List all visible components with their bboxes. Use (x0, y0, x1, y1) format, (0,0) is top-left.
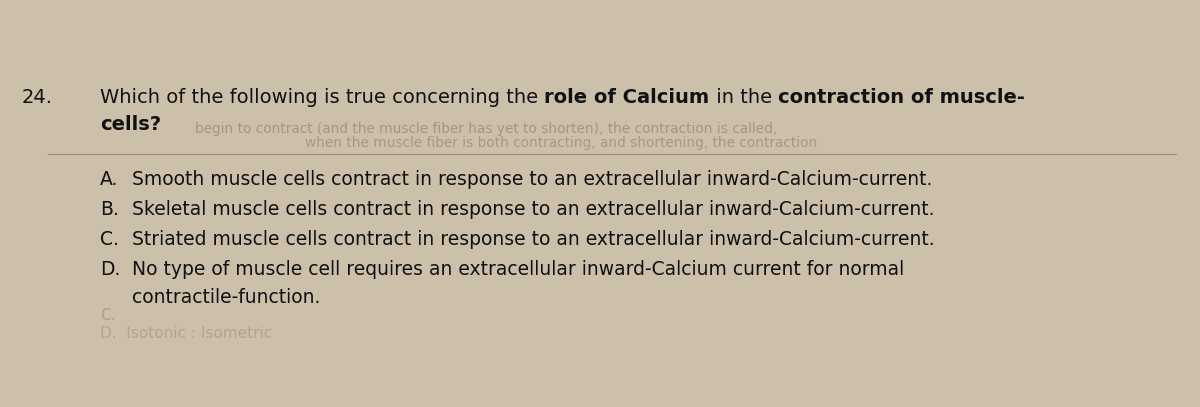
Text: begin to contract (and the muscle fiber has yet to shorten), the contraction is : begin to contract (and the muscle fiber … (194, 122, 778, 136)
Text: 24.: 24. (22, 88, 53, 107)
Text: C.: C. (100, 230, 119, 249)
Text: C.: C. (100, 308, 115, 323)
Text: contractile-function.: contractile-function. (132, 288, 320, 307)
Text: contraction of muscle-: contraction of muscle- (778, 88, 1025, 107)
Text: Smooth muscle cells contract in response to an extracellular inward-Calcium-curr: Smooth muscle cells contract in response… (132, 170, 932, 189)
Text: Skeletal muscle cells contract in response to an extracellular inward-Calcium-cu: Skeletal muscle cells contract in respon… (132, 200, 935, 219)
Text: A.: A. (100, 170, 119, 189)
Text: Which of the following is true concerning the: Which of the following is true concernin… (100, 88, 545, 107)
Text: in the: in the (709, 88, 778, 107)
Text: B.: B. (100, 200, 119, 219)
Text: when the muscle fiber is both contracting, and shortening, the contraction: when the muscle fiber is both contractin… (305, 136, 817, 150)
Text: cells?: cells? (100, 115, 161, 134)
Text: role of Calcium: role of Calcium (545, 88, 709, 107)
Text: D.  Isotonic : Isometric: D. Isotonic : Isometric (100, 326, 272, 341)
Text: D.: D. (100, 260, 120, 279)
Text: No type of muscle cell requires an extracellular inward-Calcium current for norm: No type of muscle cell requires an extra… (132, 260, 905, 279)
Text: Striated muscle cells contract in response to an extracellular inward-Calcium-cu: Striated muscle cells contract in respon… (132, 230, 935, 249)
